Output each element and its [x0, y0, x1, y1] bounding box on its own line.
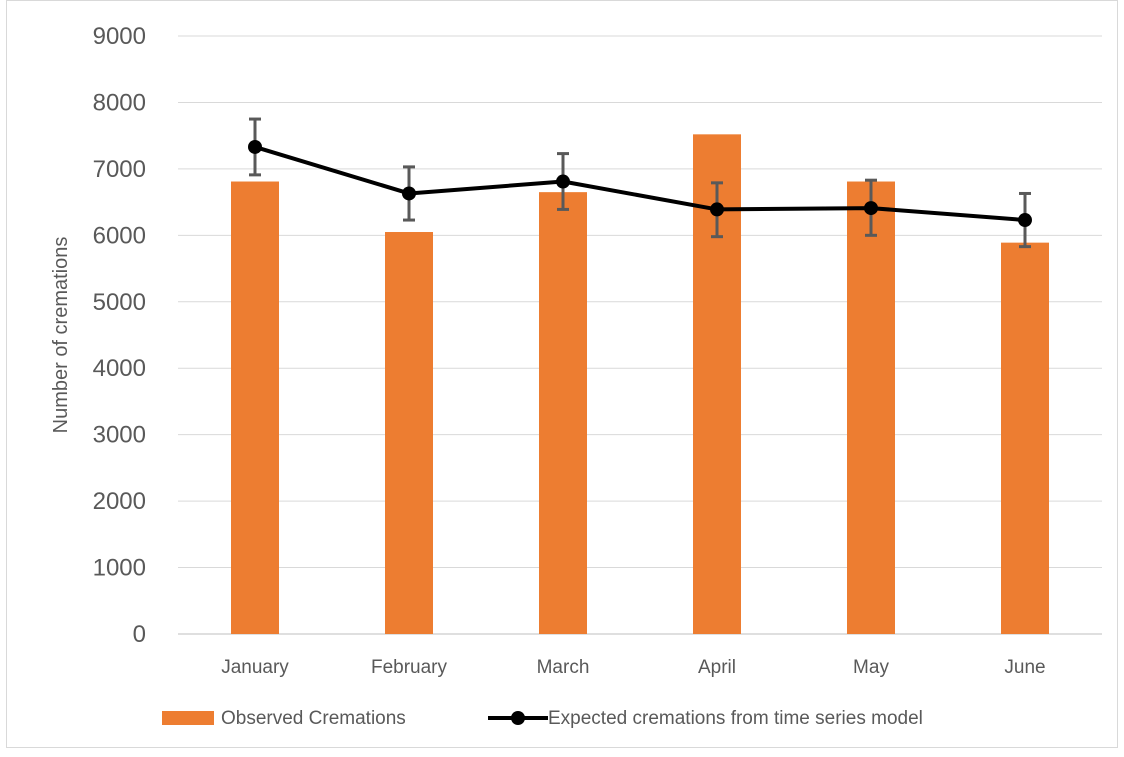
error-bars [249, 117, 1031, 249]
y-tick-label: 4000 [93, 355, 146, 382]
bar-observed [1001, 242, 1049, 635]
expected-marker [402, 186, 416, 201]
expected-marker [556, 174, 570, 189]
y-tick-label: 6000 [93, 222, 146, 249]
legend: Observed Cremations Expected cremations … [162, 708, 923, 729]
bars [231, 134, 1049, 635]
y-tick-label: 3000 [93, 422, 146, 449]
expected-marker [710, 202, 724, 217]
x-tick-label: March [537, 657, 590, 678]
y-tick-label: 9000 [93, 23, 146, 50]
y-tick-label: 5000 [93, 289, 146, 316]
bar-observed [385, 232, 433, 634]
expected-line [248, 139, 1032, 228]
expected-marker [864, 201, 878, 216]
expected-marker [248, 139, 262, 154]
bar-observed [231, 181, 279, 634]
legend-label-observed: Observed Cremations [221, 708, 406, 729]
bar-observed [539, 192, 587, 634]
expected-marker [1018, 213, 1032, 228]
y-axis-label: Number of cremations [50, 237, 72, 434]
y-tick-label: 2000 [93, 488, 146, 515]
bar-observed [847, 181, 895, 634]
y-tick-label: 7000 [93, 156, 146, 183]
x-tick-label: February [371, 657, 448, 678]
x-tick-label: May [853, 657, 889, 678]
x-tick-label: April [698, 657, 736, 678]
y-tick-label: 1000 [93, 555, 146, 582]
x-tick-label: January [221, 657, 289, 678]
x-tick-labels: January February March April May June [221, 657, 1045, 678]
grid-lines [178, 35, 1102, 635]
legend-swatch-expected-marker [511, 711, 525, 725]
y-tick-label: 0 [133, 621, 146, 648]
legend-label-expected: Expected cremations from time series mod… [548, 708, 923, 729]
y-tick-label: 8000 [93, 89, 146, 116]
x-tick-label: June [1004, 657, 1045, 678]
legend-swatch-observed [162, 711, 214, 725]
y-tick-labels: 0 1000 2000 3000 4000 5000 6000 7000 8000 9000 [93, 23, 146, 648]
expected-line-path [254, 145, 1026, 223]
